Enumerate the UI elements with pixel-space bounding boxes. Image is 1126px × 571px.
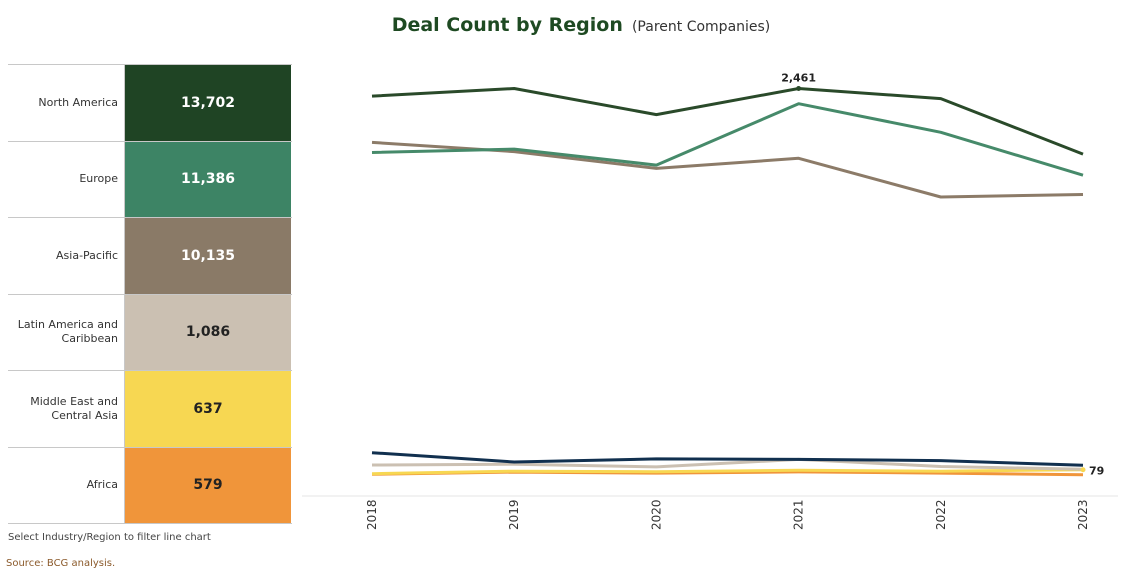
- x-tick-label: 2019: [507, 499, 521, 530]
- series-line-dark-navy[interactable]: [371, 451, 1084, 467]
- region-label: North America: [8, 65, 125, 141]
- region-value-cell[interactable]: 10,135: [125, 218, 291, 294]
- chart-title-main: Deal Count by Region: [391, 14, 623, 36]
- chart-title-subtitle: (Parent Companies): [631, 19, 771, 35]
- region-label: Africa: [8, 447, 125, 523]
- x-tick-label: 2020: [649, 499, 663, 530]
- data-label: 2,461: [781, 72, 816, 85]
- region-label: Latin America and Caribbean: [8, 294, 125, 370]
- region-value-cell[interactable]: 13,702: [125, 65, 291, 141]
- region-value-cell[interactable]: 637: [125, 371, 291, 447]
- series-line-middle-east[interactable]: [371, 468, 1084, 476]
- region-table: North America 13,702 Europe 11,386 Asia-…: [8, 64, 292, 524]
- region-value-cell[interactable]: 11,386: [125, 141, 291, 217]
- x-tick-label: 2023: [1076, 499, 1090, 530]
- region-label: Europe: [8, 141, 125, 217]
- region-row-asia-pacific[interactable]: Asia-Pacific 10,135: [8, 218, 292, 295]
- filter-instruction: Select Industry/Region to filter line ch…: [8, 532, 211, 543]
- x-tick-label: 2018: [365, 499, 379, 530]
- region-label: Asia-Pacific: [8, 218, 125, 294]
- region-row-north-america[interactable]: North America 13,702: [8, 65, 292, 142]
- data-label: 79: [1089, 465, 1104, 478]
- series-line-europe[interactable]: [371, 102, 1084, 177]
- annotation-marker: [1080, 467, 1086, 473]
- chart-title: Deal Count by Region (Parent Companies): [0, 14, 1126, 36]
- series-line-north-america[interactable]: [371, 87, 1084, 156]
- region-label: Middle East and Central Asia: [8, 371, 125, 447]
- series-line-latin-america[interactable]: [371, 457, 1084, 471]
- region-row-europe[interactable]: Europe 11,386: [8, 141, 292, 218]
- source-note: Source: BCG analysis.: [6, 558, 116, 569]
- x-tick-label: 2022: [934, 499, 948, 530]
- x-tick-label: 2021: [792, 499, 806, 530]
- region-value-cell[interactable]: 1,086: [125, 294, 291, 370]
- region-value-cell[interactable]: 579: [125, 447, 291, 523]
- region-row-africa[interactable]: Africa 579: [8, 447, 292, 524]
- annotation-marker: [796, 86, 802, 92]
- region-row-latin-america[interactable]: Latin America and Caribbean 1,086: [8, 294, 292, 371]
- region-row-middle-east[interactable]: Middle East and Central Asia 637: [8, 371, 292, 448]
